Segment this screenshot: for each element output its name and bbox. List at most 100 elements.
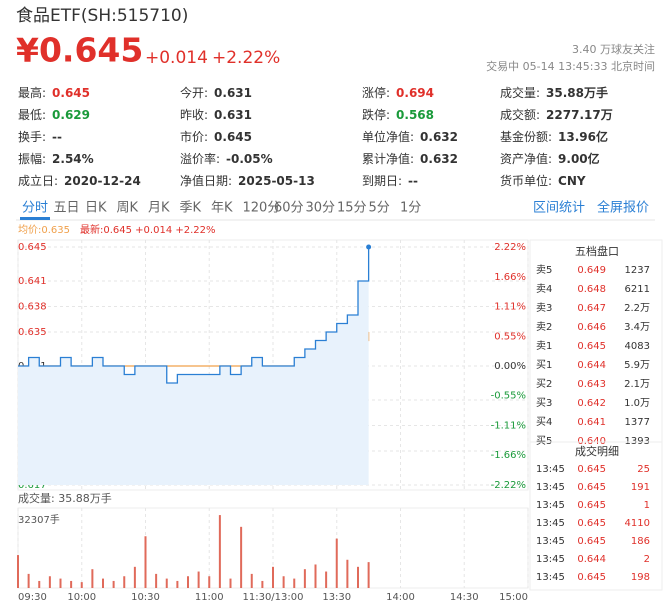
book-price: 0.642 (577, 398, 606, 409)
book-label: 买3 (536, 397, 552, 409)
y2-tick-label: 1.11% (494, 302, 526, 313)
volume-bar (123, 576, 126, 588)
trade-time: 13:45 (536, 482, 565, 493)
trade-price: 0.644 (577, 554, 606, 565)
tab-link[interactable]: 全屏报价 (597, 200, 649, 216)
book-label: 卖4 (536, 283, 552, 295)
tab[interactable]: 周K (117, 201, 139, 216)
legend-entry: 均价:0.635 (18, 224, 70, 236)
stat-label: 换手: (18, 130, 46, 144)
stat: 跌停: 0.568 (362, 107, 434, 122)
x-tick-label: 11:30/13:00 (242, 592, 303, 603)
stat-label: 基金份额: (500, 129, 552, 144)
y2-tick-label: -1.11% (491, 421, 526, 432)
book-price: 0.645 (577, 341, 606, 352)
stat-label: 累计净值: (362, 151, 414, 166)
price-area (18, 247, 369, 485)
x-tick-label: 10:30 (131, 592, 160, 603)
stat-value: 0.568 (396, 108, 434, 122)
book-label: 卖1 (536, 340, 552, 352)
book-volume: 2.1万 (624, 379, 650, 390)
stat-value: 0.645 (52, 86, 90, 100)
book-label: 买2 (536, 378, 552, 390)
change-pct: +2.22% (212, 48, 280, 68)
book-label: 卖3 (536, 302, 552, 314)
volume-bar (70, 580, 73, 588)
trade-time: 13:45 (536, 464, 565, 475)
tab[interactable]: 30分 (306, 201, 336, 216)
tab[interactable]: 1分 (400, 201, 421, 216)
y-tick-label: 0.641 (18, 276, 47, 287)
tab[interactable]: 日K (85, 201, 107, 216)
follow: 3.40 万球友关注 (572, 42, 655, 56)
stat-label: 最高: (18, 85, 46, 100)
volume-bar (293, 578, 296, 588)
volume-bar (187, 576, 189, 588)
book-volume: 1.0万 (624, 398, 650, 409)
book-volume: 1377 (625, 417, 650, 428)
stat-label: 涨停: (362, 85, 390, 100)
stat-value: 9.00亿 (558, 151, 600, 166)
tab[interactable]: 五日 (54, 201, 80, 216)
tab[interactable]: 年K (211, 201, 233, 216)
stat: 最高: 0.645 (18, 85, 90, 100)
stat-label: 货币单位: (500, 173, 552, 188)
price: ¥0.645 (16, 31, 143, 70)
y2-tick-label: 0.55% (494, 332, 526, 343)
stat: 累计净值: 0.632 (362, 151, 458, 166)
y2-tick-label: -2.22% (491, 480, 526, 491)
volume-bar (91, 569, 94, 588)
volume-bar (218, 515, 221, 588)
book-volume: 2.2万 (624, 303, 650, 314)
x-tick-label: 14:00 (386, 592, 415, 603)
volume-bar (59, 578, 62, 588)
trade-price: 0.645 (577, 518, 606, 529)
stat: 成交额: 2277.17万 (500, 107, 613, 122)
stat-label: 振幅: (18, 151, 46, 166)
volume-bar (197, 571, 200, 588)
volume-bar (133, 566, 136, 588)
volume-bar (112, 580, 115, 588)
book-price: 0.646 (577, 322, 606, 333)
stat: 基金份额: 13.96亿 (500, 129, 608, 144)
tab[interactable]: 5分 (369, 201, 390, 216)
trade-price: 0.645 (577, 500, 606, 511)
stat-value: 0.632 (420, 152, 458, 166)
stat: 成交量: 35.88万手 (500, 85, 608, 100)
trade-time: 13:45 (536, 518, 565, 529)
volume-bar (282, 576, 285, 588)
stat-value: 2025-05-13 (238, 174, 315, 188)
trade-volume: 2 (644, 554, 650, 565)
stat-value: -0.05% (226, 152, 273, 166)
book-volume: 6211 (625, 284, 650, 295)
stat-value: 0.694 (396, 86, 434, 100)
tab[interactable]: 月K (148, 201, 170, 216)
fund-name: 食品ETF(SH:515710) (16, 6, 188, 26)
book-volume: 4083 (625, 341, 650, 352)
tab[interactable]: 15分 (337, 201, 367, 216)
book-volume: 5.9万 (624, 360, 650, 371)
stat-label: 今开: (180, 85, 208, 100)
trade-price: 0.645 (577, 572, 606, 583)
volume-bar (208, 576, 211, 588)
stat-label: 最低: (18, 108, 46, 122)
tab[interactable]: 60分 (274, 201, 304, 216)
stat-label: 单位净值: (362, 129, 414, 144)
tab-link[interactable]: 区间统计 (533, 201, 585, 216)
volume-bar (335, 538, 338, 588)
y2-tick-label: 2.22% (494, 242, 526, 253)
stat: 今开: 0.631 (180, 85, 252, 100)
book-price: 0.643 (577, 379, 606, 390)
trade-volume: 4110 (625, 518, 650, 529)
x-tick-label: 10:00 (67, 592, 96, 603)
tab[interactable]: 分时 (22, 201, 48, 216)
stat-value: 2277.17万 (546, 108, 613, 122)
volume-title: 成交量: 35.88万手 (18, 491, 112, 505)
tab[interactable]: 季K (180, 201, 202, 216)
book-price: 0.647 (577, 303, 606, 314)
y-tick-label: 0.645 (18, 242, 47, 253)
stat-value: 0.629 (52, 108, 90, 122)
stat-label: 净值日期: (180, 173, 232, 188)
tab[interactable]: 120分 (243, 201, 281, 216)
volume-bar (357, 566, 359, 588)
